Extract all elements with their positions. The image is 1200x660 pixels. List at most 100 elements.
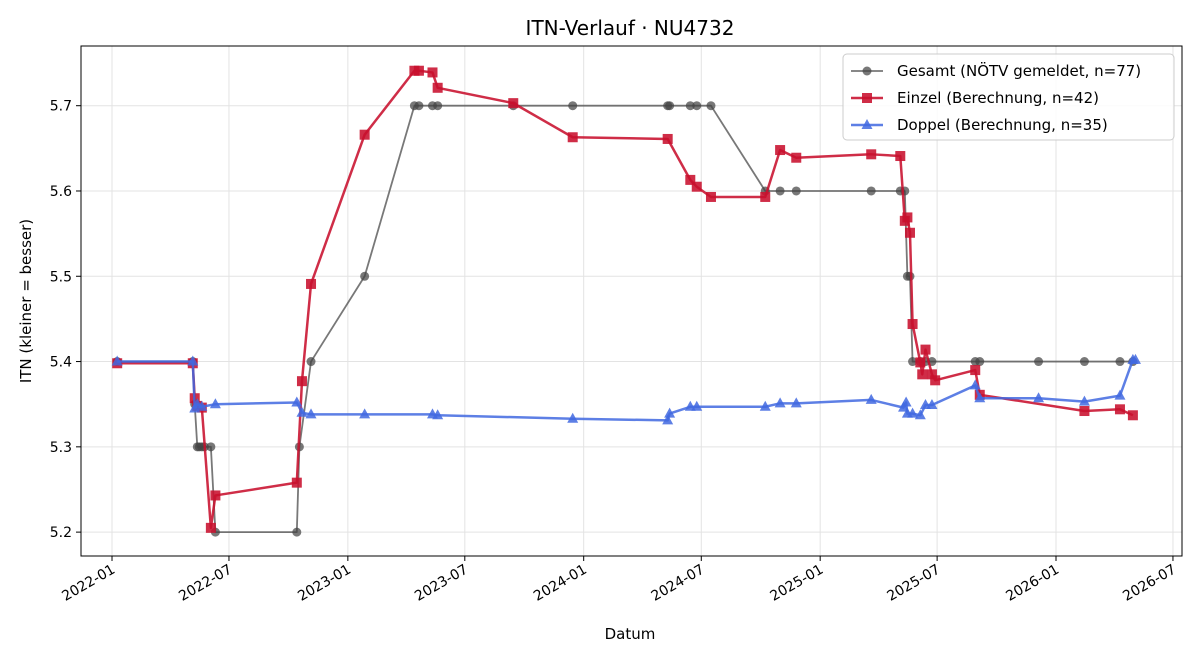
data-point-einzel <box>691 181 702 192</box>
y-tick-label: 5.7 <box>50 99 72 115</box>
y-tick-label: 5.3 <box>50 440 72 456</box>
data-point-einzel <box>895 151 906 162</box>
chart-title: ITN-Verlauf · NU4732 <box>526 16 735 40</box>
data-point-einzel <box>1079 406 1090 417</box>
data-point-einzel <box>413 65 424 76</box>
data-point-doppel <box>969 379 981 390</box>
data-point-doppel <box>291 396 303 407</box>
data-point-gesamt <box>306 357 316 367</box>
y-tick-label: 5.6 <box>50 184 72 200</box>
data-point-doppel <box>196 400 208 411</box>
legend-label: Einzel (Berechnung, n=42) <box>897 89 1099 107</box>
legend-box <box>842 53 1175 141</box>
data-point-einzel <box>432 82 443 93</box>
data-point-gesamt <box>866 186 876 196</box>
data-point-einzel <box>567 132 578 143</box>
data-point-einzel <box>917 369 928 380</box>
data-point-einzel <box>1127 410 1138 421</box>
legend-item-gesamt: Gesamt (NÖTV gemeldet, n=77) <box>851 61 1141 80</box>
data-point-einzel <box>205 522 216 533</box>
data-point-gesamt <box>568 101 578 111</box>
data-point-doppel <box>900 396 912 407</box>
data-point-einzel <box>902 212 913 223</box>
data-point-doppel <box>1033 392 1045 403</box>
data-point-einzel <box>907 319 918 330</box>
data-point-gesamt <box>791 186 801 196</box>
data-point-einzel <box>930 375 941 386</box>
data-point-doppel <box>1129 353 1141 364</box>
data-point-einzel <box>685 174 696 185</box>
data-point-einzel <box>760 191 771 202</box>
data-point-gesamt <box>206 442 216 452</box>
data-point-einzel <box>970 365 981 376</box>
data-point-gesamt <box>1115 357 1125 367</box>
data-point-gesamt <box>1079 357 1089 367</box>
y-tick-label: 5.5 <box>50 269 72 285</box>
y-tick-label: 5.4 <box>50 355 72 371</box>
data-point-doppel <box>926 399 938 410</box>
legend-item-doppel: Doppel (Berechnung, n=35) <box>851 116 1108 134</box>
data-point-einzel <box>291 477 302 488</box>
data-point-doppel <box>567 412 579 423</box>
data-point-doppel <box>774 397 786 408</box>
data-point-doppel <box>305 408 317 419</box>
data-point-doppel <box>662 414 674 425</box>
data-point-doppel <box>187 355 199 366</box>
legend-item-einzel: Einzel (Berechnung, n=42) <box>851 89 1099 107</box>
data-point-doppel <box>359 408 371 419</box>
legend: Gesamt (NÖTV gemeldet, n=77) Einzel (Bere… <box>842 53 1175 141</box>
data-point-doppel <box>907 407 919 418</box>
legend-label: Gesamt (NÖTV gemeldet, n=77) <box>897 61 1141 80</box>
data-point-einzel <box>1114 404 1125 415</box>
data-point-gesamt <box>360 271 370 281</box>
data-point-doppel <box>1114 389 1126 400</box>
series-line-einzel <box>117 69 1134 530</box>
data-point-gesamt <box>706 101 716 111</box>
data-point-einzel <box>775 145 786 156</box>
data-point-gesamt <box>692 101 702 111</box>
data-point-einzel <box>210 490 221 501</box>
data-point-doppel <box>914 409 926 420</box>
data-point-doppel <box>691 400 703 411</box>
series-doppel <box>111 353 1141 425</box>
y-tick-label: 5.2 <box>50 525 72 541</box>
legend-marker-gesamt <box>862 66 872 76</box>
legend-label: Doppel (Berechnung, n=35) <box>897 116 1108 134</box>
data-point-doppel <box>111 355 123 366</box>
series-layer <box>111 65 1141 537</box>
data-point-einzel <box>306 278 317 289</box>
data-point-einzel <box>866 149 877 160</box>
data-point-einzel <box>427 67 438 78</box>
data-point-doppel <box>664 407 676 418</box>
data-point-gesamt <box>665 101 675 111</box>
plot-frame <box>80 45 1183 557</box>
data-point-einzel <box>359 129 370 140</box>
data-point-doppel <box>790 397 802 408</box>
data-point-einzel <box>926 369 937 380</box>
data-point-doppel <box>296 406 308 417</box>
data-point-gesamt <box>433 101 443 111</box>
data-point-einzel <box>662 133 673 144</box>
data-point-einzel <box>508 98 519 109</box>
data-point-einzel <box>791 152 802 163</box>
data-point-gesamt <box>908 357 918 367</box>
data-point-doppel <box>759 400 771 411</box>
data-point-einzel <box>296 376 307 387</box>
data-point-einzel <box>705 191 716 202</box>
data-point-gesamt <box>685 101 695 111</box>
legend-marker-doppel <box>861 119 873 129</box>
data-point-doppel <box>1078 395 1090 406</box>
data-point-doppel <box>432 409 444 420</box>
data-point-gesamt <box>414 101 424 111</box>
data-point-gesamt <box>775 186 785 196</box>
data-point-einzel <box>915 357 926 368</box>
data-point-doppel <box>898 401 910 412</box>
y-axis-title: ITN (kleiner = besser) <box>17 219 35 383</box>
x-axis-title: Datum <box>605 625 656 643</box>
data-point-einzel <box>920 344 931 355</box>
data-point-gesamt <box>292 527 302 537</box>
data-point-gesamt <box>1034 357 1044 367</box>
data-point-doppel <box>209 398 221 409</box>
